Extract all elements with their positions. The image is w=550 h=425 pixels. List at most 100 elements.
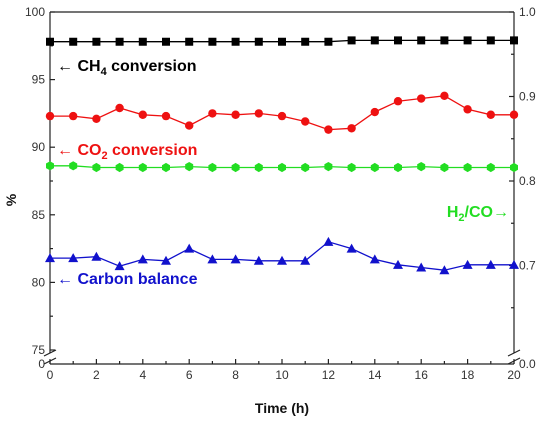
series-label-sub: 2	[458, 212, 464, 224]
data-point-h2co	[417, 162, 426, 172]
data-point-co2	[486, 110, 495, 119]
data-point-carbon	[45, 253, 55, 263]
data-point-carbon	[509, 259, 519, 269]
data-point-ch4	[510, 36, 518, 45]
x-tick-label: 18	[461, 368, 475, 382]
data-point-co2	[301, 117, 310, 126]
data-point-h2co	[208, 162, 217, 173]
data-point-h2co	[370, 162, 379, 173]
series-ch4	[46, 36, 518, 46]
y-right-tick-label: 0.7	[519, 259, 536, 273]
data-point-carbon	[207, 254, 218, 264]
data-point-carbon	[369, 254, 380, 264]
x-tick-label: 2	[93, 368, 100, 382]
series-label-suffix: /CO→	[465, 204, 509, 221]
data-point-h2co	[254, 162, 263, 173]
data-point-carbon	[114, 261, 125, 271]
data-point-carbon	[137, 254, 148, 264]
data-point-h2co	[138, 162, 147, 173]
data-point-ch4	[115, 37, 124, 46]
data-point-ch4	[185, 37, 194, 46]
series-label-prefix: ← CH	[57, 58, 101, 75]
x-tick-label: 4	[139, 368, 146, 382]
data-point-h2co	[463, 162, 472, 173]
x-tick-label: 14	[368, 368, 382, 382]
x-tick-label: 20	[507, 368, 521, 382]
data-point-co2	[185, 121, 194, 130]
series-h2co	[46, 161, 518, 173]
series-label-sub: 2	[101, 150, 107, 162]
data-point-co2	[92, 114, 101, 124]
data-point-carbon	[393, 259, 403, 269]
data-point-carbon	[277, 255, 287, 265]
data-point-h2co	[347, 162, 356, 173]
series-label-prefix: H	[447, 204, 459, 221]
data-point-h2co	[69, 161, 78, 171]
series-annotations: ← CH4 conversion← CO2 conversionH2/CO→← …	[57, 58, 509, 288]
data-point-carbon	[184, 243, 195, 253]
series-label-carbon: ← Carbon balance	[57, 271, 198, 288]
data-point-h2co	[324, 162, 333, 172]
data-point-ch4	[347, 36, 356, 45]
data-point-ch4	[254, 37, 263, 46]
data-point-co2	[324, 125, 333, 134]
y-left-tick-label: 80	[32, 275, 46, 289]
y-left-zero-label: 0	[38, 357, 45, 371]
series-label-sub: 4	[101, 66, 108, 78]
series-label-prefix: ← CO	[57, 142, 101, 159]
data-point-h2co	[278, 162, 286, 173]
x-tick-label: 6	[186, 368, 193, 382]
data-point-co2	[69, 111, 78, 121]
y-left-tick-label: 75	[32, 343, 46, 357]
data-point-h2co	[115, 162, 124, 173]
data-point-ch4	[301, 37, 310, 46]
data-point-h2co	[486, 162, 495, 173]
data-point-co2	[231, 110, 240, 119]
y-left-tick-label: 100	[25, 5, 45, 19]
series-label-ch4: ← CH4 conversion	[57, 58, 197, 78]
x-tick-label: 16	[415, 368, 429, 382]
series-label-h2co: H2/CO→	[447, 204, 509, 224]
data-point-carbon	[253, 255, 264, 265]
data-point-h2co	[440, 162, 449, 173]
data-point-ch4	[324, 37, 333, 46]
y-right-tick-label: 0.9	[519, 90, 536, 104]
data-point-co2	[208, 109, 217, 118]
x-tick-label: 8	[232, 368, 239, 382]
data-point-carbon	[346, 243, 357, 253]
data-point-h2co	[92, 162, 101, 173]
axis-break-mark-right	[507, 349, 521, 357]
data-point-carbon	[462, 259, 473, 269]
data-point-co2	[277, 111, 287, 121]
data-point-ch4	[417, 36, 426, 45]
series-label-prefix: ← Carbon balance	[57, 271, 198, 288]
y-left-tick-label: 85	[32, 208, 46, 222]
data-point-carbon	[161, 255, 171, 265]
x-tick-label: 12	[322, 368, 336, 382]
data-point-ch4	[162, 37, 170, 46]
x-tick-label: 10	[275, 368, 289, 382]
series-label-co2: ← CO2 conversion	[57, 142, 197, 162]
data-point-ch4	[370, 36, 379, 45]
y-right-tick-label: 1.0	[519, 5, 536, 19]
data-point-ch4	[486, 36, 495, 45]
data-point-co2	[138, 110, 147, 119]
data-point-carbon	[416, 262, 427, 272]
data-point-ch4	[46, 37, 54, 46]
data-point-h2co	[162, 162, 170, 173]
series-label-suffix: conversion	[108, 142, 198, 159]
data-point-co2	[45, 111, 55, 121]
data-point-carbon	[91, 251, 102, 261]
data-point-ch4	[394, 36, 402, 45]
x-axis-title: Time (h)	[255, 400, 309, 416]
y-right-zero-label: 0.0	[519, 357, 536, 371]
series-label-suffix: conversion	[107, 58, 197, 75]
data-point-h2co	[510, 162, 518, 173]
data-point-co2	[417, 94, 426, 103]
data-point-co2	[254, 109, 263, 118]
data-point-carbon	[68, 253, 79, 263]
data-point-carbon	[439, 265, 450, 275]
data-point-carbon	[485, 259, 496, 269]
data-point-co2	[440, 91, 449, 101]
y-axis-title: %	[3, 193, 19, 206]
